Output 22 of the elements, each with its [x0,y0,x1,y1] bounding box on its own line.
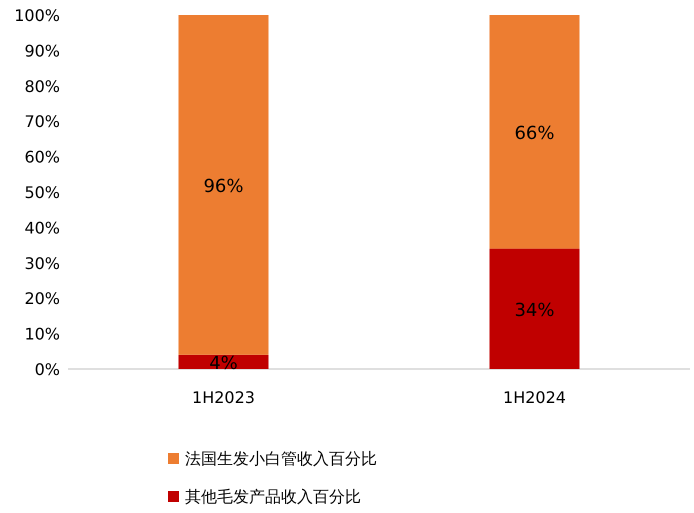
y-tick-label: 90% [24,41,60,60]
bar [490,15,580,249]
y-tick-label: 10% [24,324,60,344]
x-tick-label: 1H2023 [192,388,255,407]
y-tick-label: 20% [24,289,60,308]
y-tick-label: 50% [24,183,60,202]
y-tick-label: 70% [24,112,60,132]
data-label: 34% [514,300,555,321]
data-label: 96% [203,176,244,197]
legend-label: 法国生发小白管收入百分比 [185,449,377,468]
y-tick-label: 0% [34,360,60,379]
y-tick-label: 60% [24,148,60,167]
y-tick-label: 30% [24,254,60,273]
x-tick-label: 1H2024 [503,388,566,407]
y-tick-label: 40% [24,218,60,238]
legend-label: 其他毛发产品收入百分比 [185,487,361,506]
y-tick-label: 80% [24,76,60,96]
data-label: 4% [209,352,238,374]
data-label: 66% [514,122,555,144]
bar [178,15,268,355]
y-tick-label: 100% [14,6,60,25]
bar [490,248,580,369]
